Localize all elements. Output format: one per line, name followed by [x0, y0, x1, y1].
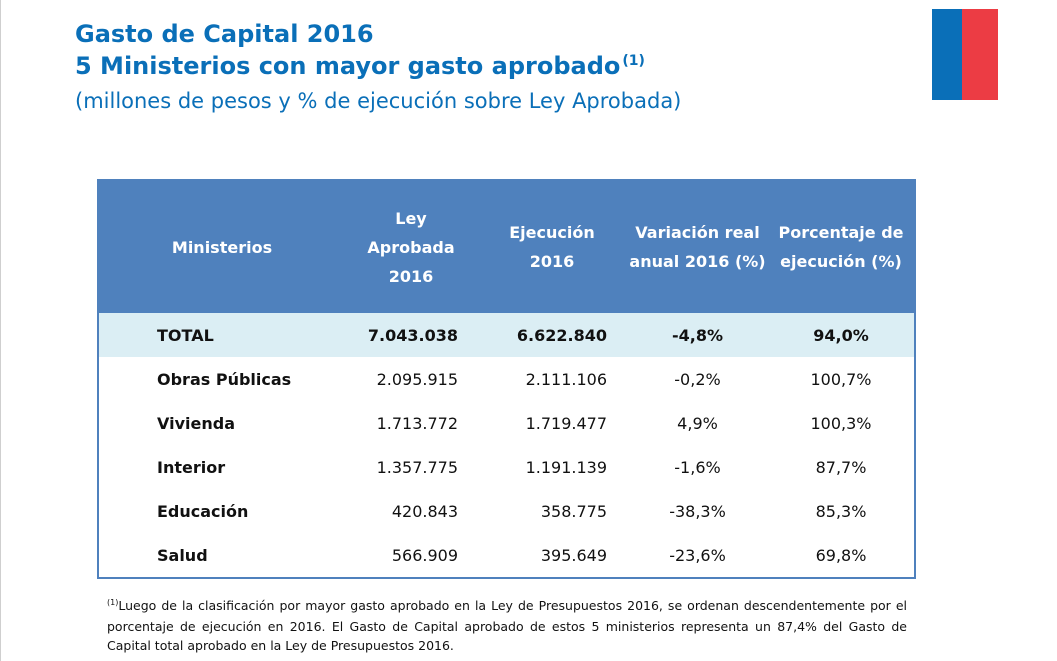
header-ley-line-1: Ley [395, 208, 427, 228]
header-pct-line-2: ejecución (%) [780, 252, 902, 271]
cell-ejecucion: 1.719.477 [525, 413, 607, 433]
table-row: Interior 1.357.775 1.191.139 -1,6% 87,7% [99, 445, 914, 489]
header-var-line-2: anual 2016 (%) [629, 252, 766, 271]
header-ej-line-2: 2016 [529, 252, 575, 271]
table-row: Vivienda 1.713.772 1.719.477 4,9% 100,3% [99, 401, 914, 445]
ministries-table: Ministerios Ley Aprobada 2016 Ejecución 201… [97, 179, 916, 579]
table-header-row: Ministerios Ley Aprobada 2016 Ejecución 201… [99, 181, 914, 313]
header-pct-line-1: Porcentaje de [778, 223, 904, 242]
cell-porcentaje: 69,8% [815, 545, 867, 565]
cell-ministerio: TOTAL [99, 313, 345, 357]
cell-ministerio: Obras Públicas [157, 369, 292, 389]
cell-porcentaje: 100,7% [810, 369, 872, 389]
cell-variacion: 4,9% [677, 413, 718, 433]
cell-ley: 1.713.772 [376, 413, 458, 433]
cell-variacion: -23,6% [669, 545, 726, 565]
subtitle: (millones de pesos y % de ejecución sobr… [75, 89, 682, 113]
header-ej-line-1: Ejecución [509, 223, 595, 242]
cell-ley: 7.043.038 [345, 313, 477, 357]
cell-porcentaje: 94,0% [768, 313, 914, 357]
title-line-2: 5 Ministerios con mayor gasto aprobado (1… [75, 50, 681, 86]
cell-ministerio: Interior [157, 457, 226, 477]
cell-ley: 1.357.775 [376, 457, 458, 477]
cell-ejecucion: 358.775 [540, 501, 607, 521]
cell-ley: 420.843 [391, 501, 458, 521]
cell-variacion: -1,6% [674, 457, 721, 477]
cell-ley: 2.095.915 [376, 369, 458, 389]
header-ley-line-2: Aprobada [367, 237, 455, 257]
chile-flag-logo [932, 9, 998, 100]
title-line-1: Gasto de Capital 2016 [75, 20, 374, 48]
title-line-2-text: 5 Ministerios con mayor gasto aprobado [75, 52, 621, 80]
footnote: (1)Luego de la clasificación por mayor g… [107, 596, 907, 655]
cell-ejecucion: 395.649 [540, 545, 607, 565]
flag-red-band [962, 9, 998, 100]
cell-porcentaje: 87,7% [815, 457, 867, 477]
flag-blue-band [932, 9, 962, 100]
footnote-marker: (1) [107, 598, 119, 607]
page-edge-line [0, 0, 1, 661]
title-footnote-marker: (1) [622, 53, 645, 69]
header-variacion: Variación real anual 2016 (%) [627, 181, 768, 313]
cell-ministerio: Salud [157, 545, 208, 565]
cell-ley: 566.909 [391, 545, 458, 565]
cell-ejecucion: 1.191.139 [525, 457, 607, 477]
table-row: Obras Públicas 2.095.915 2.111.106 -0,2%… [99, 357, 914, 401]
header-porcentaje: Porcentaje de ejecución (%) [768, 181, 914, 313]
cell-variacion: -4,8% [627, 313, 768, 357]
header-var-line-1: Variación real [635, 223, 760, 242]
footnote-text: Luego de la clasificación por mayor gast… [107, 598, 907, 653]
cell-ministerio: Educación [157, 501, 249, 521]
cell-variacion: -38,3% [669, 501, 726, 521]
header-ley-line-3: 2016 [388, 266, 434, 286]
cell-porcentaje: 85,3% [815, 501, 867, 521]
cell-porcentaje: 100,3% [810, 413, 872, 433]
header-ley-aprobada: Ley Aprobada 2016 [345, 181, 477, 313]
cell-ejecucion: 2.111.106 [525, 369, 607, 389]
cell-variacion: -0,2% [674, 369, 721, 389]
table-row: Salud 566.909 395.649 -23,6% 69,8% [99, 533, 914, 577]
slide-title: Gasto de Capital 2016 5 Ministerios con … [75, 18, 681, 116]
table-row: Educación 420.843 358.775 -38,3% 85,3% [99, 489, 914, 533]
cell-ejecucion: 6.622.840 [477, 313, 627, 357]
table-row-total: TOTAL 7.043.038 6.622.840 -4,8% 94,0% [99, 313, 914, 357]
header-ejecucion: Ejecución 2016 [477, 181, 627, 313]
cell-ministerio: Vivienda [157, 413, 235, 433]
header-ministerios: Ministerios [99, 181, 345, 313]
